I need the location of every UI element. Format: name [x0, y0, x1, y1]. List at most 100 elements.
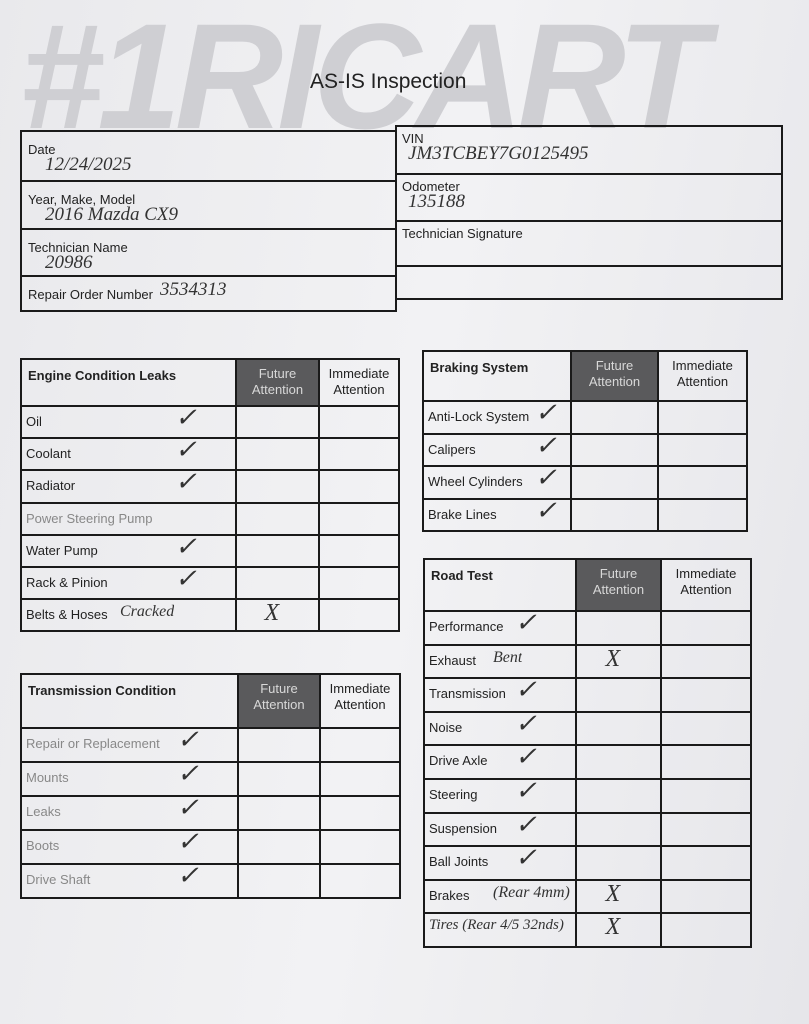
row-cell [657, 497, 748, 532]
field-value: 135188 [408, 191, 465, 212]
row-label: Steering [429, 787, 478, 802]
check-mark: ✓ [175, 531, 197, 561]
check-mark: ✓ [515, 843, 537, 873]
row-cell [575, 744, 662, 780]
blank-cell [395, 265, 783, 300]
check-mark: ✓ [535, 398, 557, 427]
row-note: (Rear 4mm) [493, 883, 570, 901]
row-cell [318, 469, 400, 504]
row-cell [575, 677, 662, 713]
row-label: Wheel Cylinders [428, 474, 523, 489]
check-mark: ✓ [175, 403, 197, 432]
check-mark: ✓ [177, 861, 199, 890]
column-header: Future Attention [235, 358, 320, 407]
check-mark: ✓ [175, 435, 197, 465]
row-cell [235, 533, 320, 568]
row-label: Exhaust [429, 652, 476, 668]
row-cell [235, 501, 320, 536]
row-cell [570, 432, 659, 467]
future-mark: X [264, 600, 280, 627]
column-header: Immediate Attention [660, 558, 752, 612]
row-cell [319, 795, 401, 831]
field-label: Technician Name [28, 240, 128, 255]
row-cell [319, 727, 401, 763]
field-label: VIN [402, 131, 424, 146]
check-mark: ✓ [515, 809, 537, 839]
row-label: Anti-Lock System [428, 409, 530, 424]
column-header: Immediate Attention [318, 358, 400, 407]
future-mark: X [605, 645, 621, 672]
future-mark: X [605, 914, 621, 941]
row-note: Cracked [120, 603, 175, 621]
row-label: Suspension [429, 820, 497, 836]
check-mark: ✓ [535, 495, 557, 525]
row-label: Performance [429, 619, 504, 634]
row-note: Tires (Rear 4/5 32nds) [429, 917, 564, 934]
field-label: Repair Order Number [28, 287, 153, 302]
check-mark: ✓ [175, 467, 197, 497]
field-label: Technician Signature [402, 226, 523, 241]
section-header: Braking System [422, 350, 572, 402]
field-value: 12/24/2025 [45, 154, 132, 175]
title: AS-IS Inspection [310, 70, 467, 93]
section-header: Transmission Condition [20, 673, 239, 729]
row-label: Power Steering Pump [26, 510, 153, 526]
logo: #1RICART [20, 0, 709, 160]
row-label: Leaks [26, 804, 61, 819]
row-label: Noise [429, 719, 463, 735]
row-cell [235, 405, 320, 440]
check-mark: ✓ [175, 564, 197, 593]
column-header: Immediate Attention [319, 673, 401, 729]
row-label: Repair or Replacement [26, 736, 160, 751]
row-cell [235, 437, 320, 472]
field-value: 20986 [45, 252, 93, 273]
row-cell [235, 566, 320, 601]
row-cell [657, 432, 748, 467]
row-label: Belts & Hoses [26, 607, 108, 623]
row-label: Calipers [428, 441, 476, 457]
row-label: Drive Axle [429, 753, 488, 769]
row-cell [657, 400, 748, 435]
row-cell [237, 761, 321, 797]
row-label: Radiator [26, 478, 76, 494]
check-mark: ✓ [515, 742, 537, 772]
row-cell [318, 501, 400, 536]
check-mark: ✓ [515, 776, 537, 805]
check-mark: ✓ [177, 759, 199, 788]
row-label: Mounts [26, 770, 69, 785]
column-header: Immediate Attention [657, 350, 748, 402]
row-cell [660, 710, 752, 747]
section-header: Engine Condition Leaks [20, 358, 237, 407]
row-cell [318, 405, 400, 440]
column-header: Future Attention [575, 558, 662, 612]
row-label: Water Pump [26, 542, 98, 558]
column-header: Future Attention [570, 350, 659, 402]
row-cell [318, 437, 400, 472]
row-cell [660, 643, 752, 680]
row-cell [660, 610, 752, 646]
row-cell [237, 829, 321, 865]
field-value: JM3TCBEY7G0125495 [408, 143, 589, 164]
row-cell [660, 744, 752, 780]
row-cell [570, 465, 659, 500]
row-cell [575, 778, 662, 814]
row-cell [575, 811, 662, 848]
row-cell [237, 863, 321, 899]
row-label: Ball Joints [429, 854, 489, 870]
row-note: Bent [493, 648, 523, 666]
check-mark: ✓ [535, 430, 557, 460]
row-cell [660, 677, 752, 713]
row-cell [237, 795, 321, 831]
row-cell [570, 497, 659, 532]
row-cell [318, 598, 400, 633]
row-label: Brakes [429, 887, 470, 903]
row-cell [235, 469, 320, 504]
row-cell [660, 778, 752, 814]
check-mark: ✓ [177, 793, 199, 822]
column-header: Future Attention [237, 673, 321, 729]
future-mark: X [605, 880, 621, 907]
check-mark: ✓ [515, 708, 537, 738]
row-cell [319, 829, 401, 865]
section-header: Road Test [423, 558, 577, 612]
